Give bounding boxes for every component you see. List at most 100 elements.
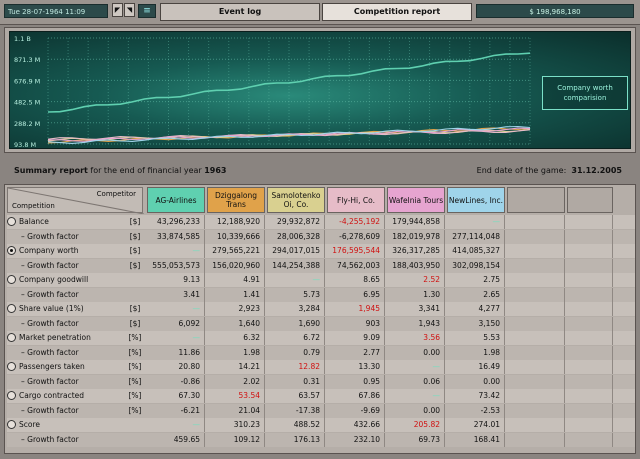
corner-competition: Competition <box>12 202 55 210</box>
summary-title: Summary report for the end of financial … <box>14 163 227 179</box>
summary-rest: for the end of financial year <box>87 166 205 175</box>
menu-icon[interactable]: ≡ <box>138 4 156 18</box>
table-cell: 11.86 <box>145 345 205 360</box>
end-date-value: 31.12.2005 <box>571 166 622 175</box>
row-label: – Growth factor <box>21 434 79 444</box>
table-cell: 459.65 <box>145 432 205 447</box>
row-radio-button[interactable] <box>7 333 16 342</box>
competitor-header-1[interactable]: Dziggalong Trans <box>207 187 265 213</box>
table-cell: 73.42 <box>445 389 505 403</box>
empty-cell <box>505 418 565 432</box>
top-bar: Tue 28-07-1964 11:09 ◤ ◥ ≡ Event log Com… <box>0 0 640 25</box>
table-cell: 14.21 <box>205 360 265 374</box>
empty-cell <box>505 244 565 258</box>
table-row[interactable]: Score —310.23 488.52 432.66 205.82 274.01 <box>7 418 635 432</box>
chart-series-line <box>47 52 531 113</box>
table-cell: — <box>145 302 205 316</box>
date-display: Tue 28-07-1964 11:09 <box>4 4 108 18</box>
speed-button-left[interactable]: ◤ <box>112 3 123 17</box>
table-row[interactable]: Market penetration [%] —6.32 6.72 9.09 3.56 5.… <box>7 331 635 345</box>
row-radio-button[interactable] <box>7 362 16 371</box>
table-row[interactable]: Passengers taken [%] 20.80 14.21 12.82 13.30—… <box>7 360 635 374</box>
table-cell: 74,562,003 <box>325 258 385 273</box>
row-radio-button[interactable] <box>7 420 16 429</box>
empty-cell <box>505 229 565 244</box>
row-unit: [%] <box>128 362 142 371</box>
summary-bar: Summary report for the end of financial … <box>4 163 636 179</box>
chart-y-tick-label: 871.3 M <box>14 56 40 64</box>
row-radio-button[interactable] <box>7 304 16 313</box>
chart-grid <box>47 37 531 145</box>
table-row[interactable]: Company worth [$] —279,565,221 294,017,015 1… <box>7 244 635 258</box>
table-cell: 232.10 <box>325 432 385 447</box>
empty-cell <box>565 302 613 316</box>
table-row[interactable]: Cargo contracted [%] 67.30 53.54 63.57 67.86—… <box>7 389 635 403</box>
chart-y-ticks: 1.1 B 871.3 M 676.9 M 482.5 M 288.2 M 93.8 M <box>14 35 40 148</box>
table-row[interactable]: Company goodwill 9.13 4.91—8.65 2.52 2.75 <box>7 273 635 287</box>
table-cell: 326,317,285 <box>385 244 445 258</box>
table-cell: — <box>145 418 205 432</box>
empty-cell <box>505 403 565 418</box>
row-unit: [$] <box>129 318 141 328</box>
chart-legend: Company worth comparision <box>542 76 628 110</box>
empty-cell <box>565 244 613 258</box>
table-cell: 0.00 <box>385 403 445 418</box>
row-radio-button[interactable] <box>7 391 16 400</box>
row-unit: [%] <box>128 333 142 342</box>
table-cell: 43,296,233 <box>145 215 205 229</box>
competitor-name: NewLines, Inc. <box>448 195 504 205</box>
empty-cell <box>565 360 613 374</box>
table-cell: 182,019,978 <box>385 229 445 244</box>
row-label: – Growth factor <box>21 376 79 386</box>
table-row: – Growth factor [%] -0.86 2.02 0.31 0.95 0.06 0… <box>7 374 635 389</box>
competitor-name: Wafelnia Tours <box>388 195 444 205</box>
corner-competitor: Competitor <box>96 190 136 198</box>
competitor-header-5[interactable]: NewLines, Inc. <box>447 187 505 213</box>
table-cell: 2.75 <box>445 273 505 287</box>
competitor-name: Dziggalong Trans <box>214 191 258 209</box>
tab-event-log[interactable]: Event log <box>160 3 320 21</box>
competitor-name: AG-Airlines <box>155 195 197 205</box>
row-label: – Growth factor <box>21 260 79 270</box>
table-corner-header: Competitor Competition <box>7 187 144 214</box>
competitor-header-4[interactable]: Wafelnia Tours <box>387 187 445 213</box>
row-unit: [$] <box>129 231 141 241</box>
row-label: Score <box>19 420 41 429</box>
table-cell: 176.13 <box>265 432 325 447</box>
competitor-header-2[interactable]: Samolotenko Oi, Co. <box>267 187 325 213</box>
competitor-header-3[interactable]: Fly-Hi, Co. <box>327 187 385 213</box>
table-cell: 414,085,327 <box>445 244 505 258</box>
speed-button-right[interactable]: ◥ <box>124 3 135 17</box>
table-cell: -4,255,192 <box>325 215 385 229</box>
empty-competitor-slot <box>567 187 613 213</box>
tab-competition-report[interactable]: Competition report <box>322 3 472 21</box>
table-cell: 4.91 <box>205 273 265 287</box>
table-cell: 29,932,872 <box>265 215 325 229</box>
row-label: – Growth factor <box>21 231 79 241</box>
end-date-label: End date of the game: <box>476 166 567 175</box>
table-cell: 6.32 <box>205 331 265 345</box>
chart-y-tick-label: 482.5 M <box>14 99 40 107</box>
table-cell: -2.53 <box>445 403 505 418</box>
chart-legend-label: Company worth comparision <box>557 84 613 102</box>
table-cell: 1,690 <box>265 316 325 331</box>
table-cell: 1,943 <box>385 316 445 331</box>
table-cell: 10,339,666 <box>205 229 265 244</box>
row-radio-button[interactable] <box>7 275 16 284</box>
competitor-header-0[interactable]: AG-Airlines <box>147 187 205 213</box>
table-cell: 179,944,858 <box>385 215 445 229</box>
table-row[interactable]: Balance [$] 43,296,233 12,188,920 29,932,872… <box>7 215 635 229</box>
empty-cell <box>505 374 565 389</box>
table-cell: 8.65 <box>325 273 385 287</box>
row-radio-button[interactable] <box>7 217 16 226</box>
chart-frame: 1.1 B 871.3 M 676.9 M 482.5 M 288.2 M 93.8 M … <box>4 27 636 153</box>
row-radio-button[interactable] <box>7 246 16 255</box>
table-row[interactable]: Share value (1%) [$] —2,923 3,284 1,945 3,341… <box>7 302 635 316</box>
table-cell: 3,284 <box>265 302 325 316</box>
table-cell: 5.73 <box>265 287 325 302</box>
table-cell: 277,114,048 <box>445 229 505 244</box>
row-label: Market penetration <box>19 333 91 342</box>
empty-cell <box>565 316 613 331</box>
empty-cell <box>565 403 613 418</box>
table-cell: 279,565,221 <box>205 244 265 258</box>
